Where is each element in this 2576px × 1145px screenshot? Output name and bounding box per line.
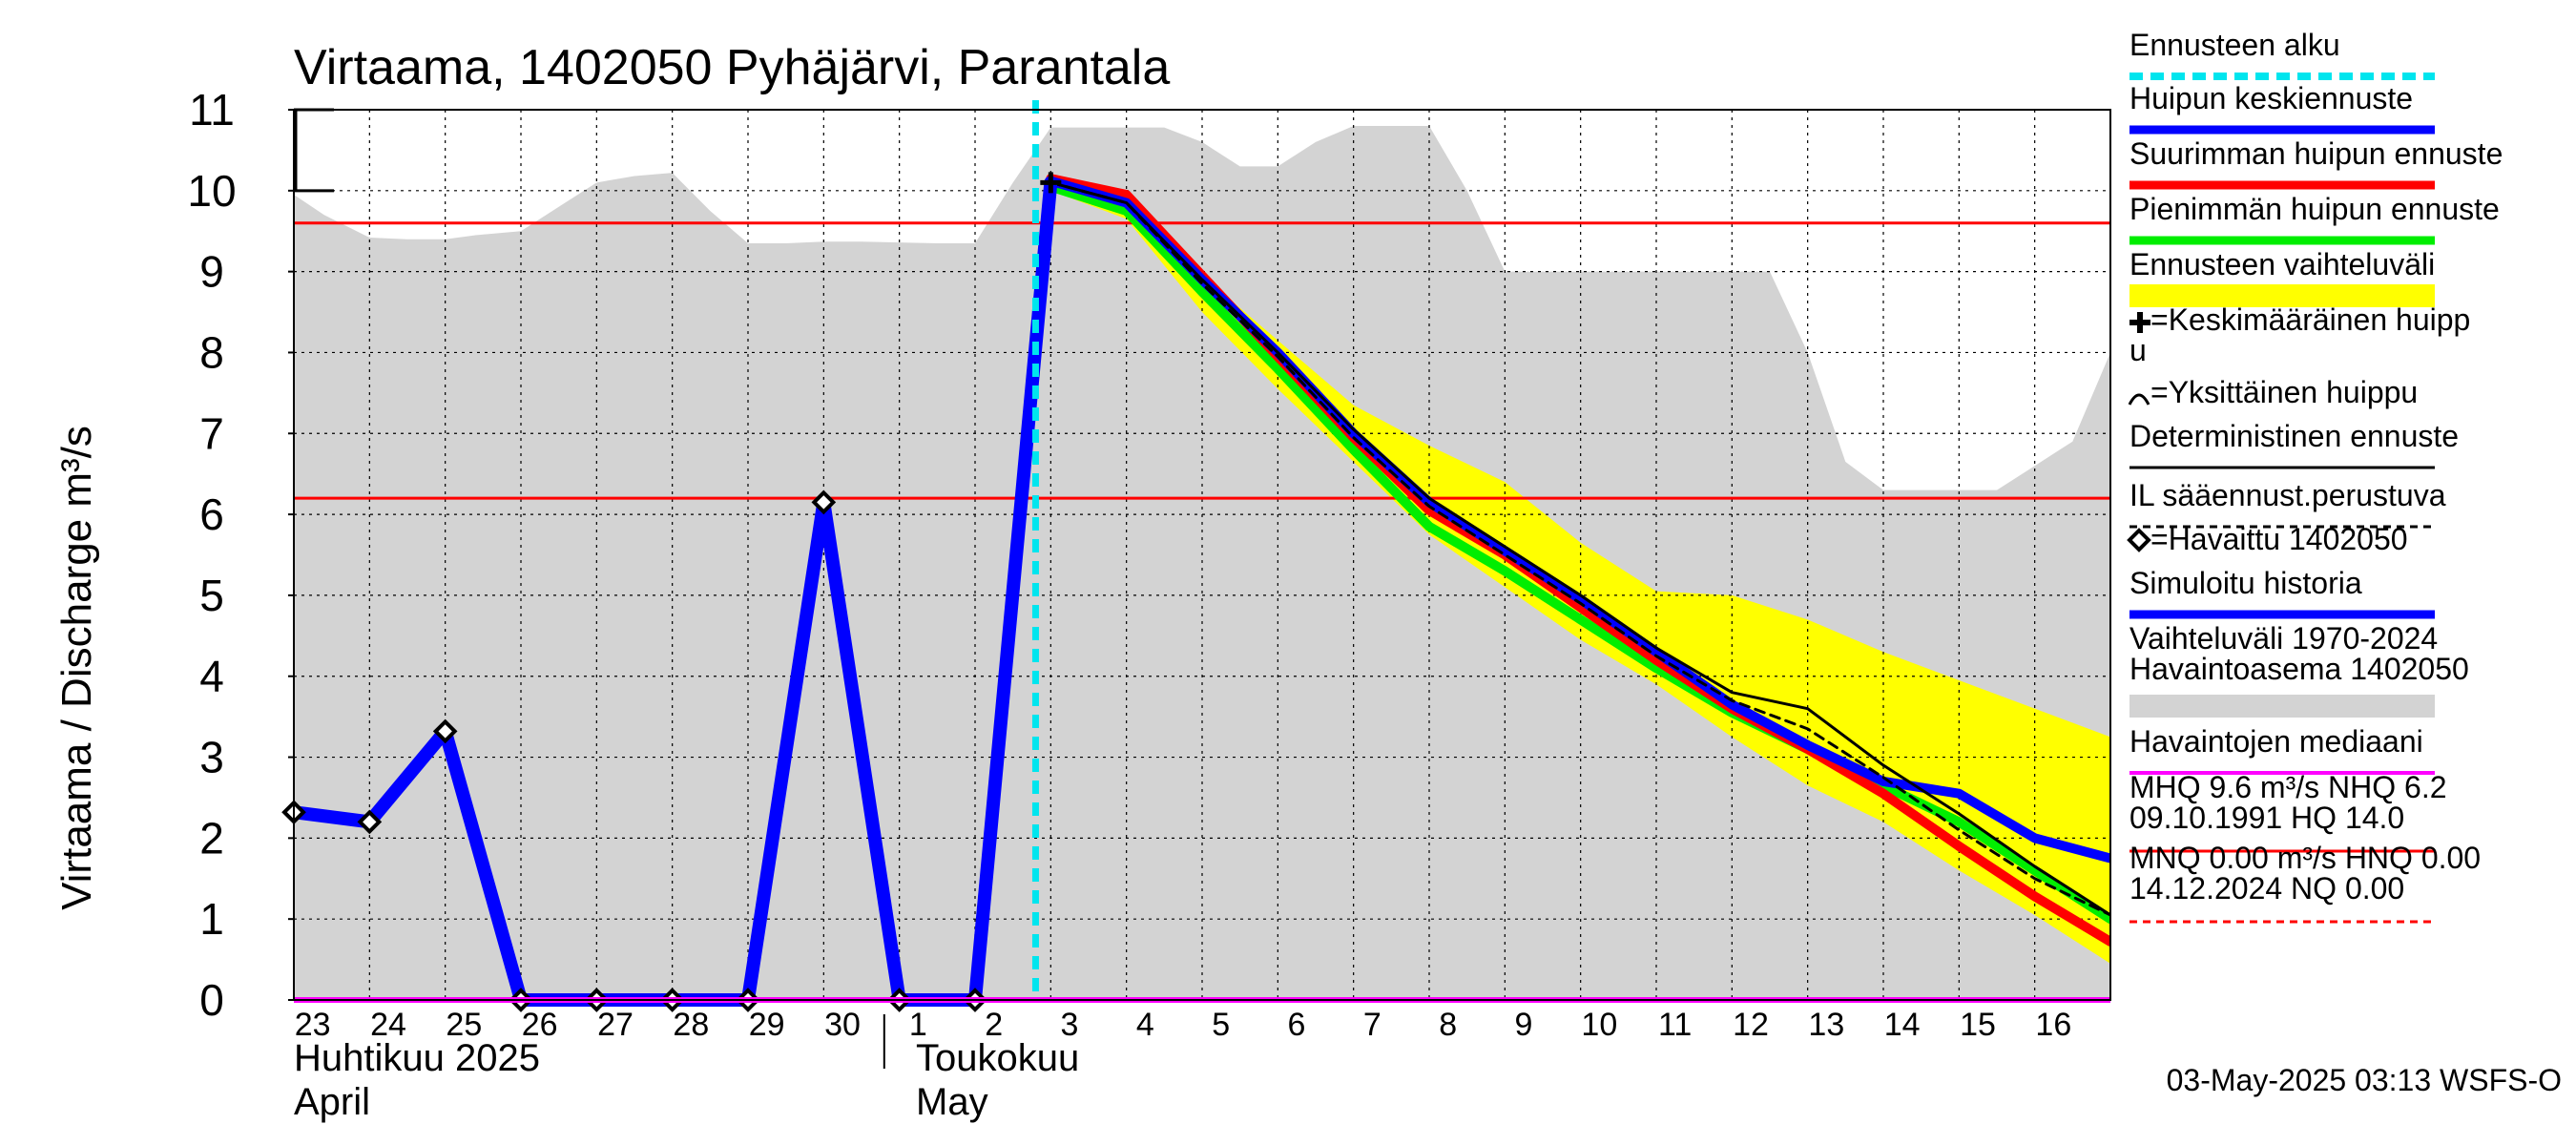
series-line: [1049, 180, 2110, 917]
month-label: Huhtikuu 2025: [294, 1037, 540, 1079]
legend-label: Pienimmän huipun ennuste: [2129, 192, 2500, 226]
legend-item: Ennusteen alku: [2129, 28, 2435, 80]
legend-symbol: [2129, 312, 2150, 333]
legend-item: Ennusteen vaihteluväli: [2129, 247, 2435, 307]
legend-item: =Havaittu 1402050: [2127, 522, 2408, 556]
range-bracket: [294, 108, 334, 193]
legend-label: Ennusteen alku: [2129, 28, 2340, 62]
y-tick-label: 0: [199, 975, 224, 1025]
legend-item: =Yksittäinen huippu: [2128, 375, 2418, 409]
legend-item: IL sääennust.perustuva: [2129, 478, 2446, 529]
series-line: [1046, 181, 2110, 925]
x-tick-label: 26: [522, 1007, 558, 1043]
legend-item: Suurimman huipun ennuste: [2129, 136, 2503, 190]
x-tick-label: 6: [1288, 1007, 1306, 1043]
footer-timestamp: 03-May-2025 03:13 WSFS-O: [2167, 1063, 2562, 1097]
legend-item: Huipun keskiennuste: [2129, 81, 2435, 135]
legend-label: =Yksittäinen huippu: [2150, 375, 2418, 409]
observed-point: [357, 809, 383, 835]
x-tick-label: 24: [370, 1007, 406, 1043]
x-tick-label: 25: [446, 1007, 482, 1043]
x-tick-label: 28: [673, 1007, 709, 1043]
legend: Ennusteen alku Huipun keskiennuste Suurimm…: [2127, 28, 2503, 924]
x-tick-label: 8: [1439, 1007, 1457, 1043]
legend-symbol: [2129, 695, 2435, 718]
x-tick-label: 4: [1136, 1007, 1154, 1043]
legend-label: Havaintojen mediaani: [2129, 724, 2423, 759]
observed-point: [432, 718, 458, 744]
x-tick-label: 7: [1363, 1007, 1381, 1043]
x-tick-label: 30: [824, 1007, 861, 1043]
y-tick-label: 2: [199, 813, 224, 863]
legend-label-2: Havaintoasema 1402050: [2129, 652, 2469, 686]
peak-marker: [1040, 172, 1062, 194]
series-line: [1049, 180, 2110, 917]
x-tick-label: 9: [1515, 1007, 1533, 1043]
legend-item: =Keskimääräinen huippu: [2129, 302, 2470, 367]
x-tick-label: 14: [1884, 1007, 1921, 1043]
y-tick-label: 3: [199, 733, 224, 782]
y-tick-label: 6: [199, 489, 224, 539]
legend-label: Huipun keskiennuste: [2129, 81, 2413, 115]
x-tick-label: 15: [1960, 1007, 1996, 1043]
x-tick-label: 5: [1212, 1007, 1230, 1043]
legend-item: Pienimmän huipun ennuste: [2129, 192, 2500, 245]
x-tick-label: 16: [2035, 1007, 2071, 1043]
legend-label: IL sääennust.perustuva: [2129, 478, 2446, 512]
legend-label: =Havaittu 1402050: [2150, 522, 2408, 556]
legend-symbol: [2129, 284, 2435, 307]
legend-item: MHQ 9.6 m³/s NHQ 6.209.10.1991 HQ 14.0: [2129, 770, 2447, 853]
x-tick-label: 10: [1581, 1007, 1617, 1043]
y-tick-label: 5: [199, 571, 224, 620]
x-tick-label: 11: [1658, 1007, 1692, 1043]
legend-item: Deterministinen ennuste: [2129, 419, 2459, 469]
legend-label: Suurimman huipun ennuste: [2129, 136, 2503, 171]
legend-symbol: [2128, 393, 2150, 406]
y-tick-label: 11: [189, 85, 235, 135]
x-tick-label: 27: [597, 1007, 634, 1043]
y-tick-label: 9: [199, 247, 224, 297]
legend-label: Ennusteen vaihteluväli: [2129, 247, 2435, 281]
y-tick-label: 1: [199, 894, 224, 944]
chart-title: Virtaama, 1402050 Pyhäjärvi, Parantala: [294, 40, 1170, 95]
y-tick-label: 4: [199, 652, 224, 701]
legend-label: =Keskimääräinen huipp: [2150, 302, 2470, 337]
y-axis-label: Virtaama / Discharge m³/s: [53, 426, 100, 910]
legend-label: MHQ 9.6 m³/s NHQ 6.2: [2129, 770, 2447, 804]
y-tick-label: 8: [199, 327, 224, 377]
chart-title-text: Virtaama, 1402050 Pyhäjärvi, Parantala: [294, 40, 1170, 95]
legend-label-2: 09.10.1991 HQ 14.0: [2129, 801, 2404, 835]
legend-label: Vaihteluväli 1970-2024: [2129, 621, 2438, 656]
legend-symbol: [2127, 528, 2151, 552]
legend-label: MNQ 0.00 m³/s HNQ 0.00: [2129, 841, 2481, 875]
x-tick-label: 29: [749, 1007, 785, 1043]
legend-label-2: 14.12.2024 NQ 0.00: [2129, 871, 2404, 906]
x-tick-label: 1: [909, 1007, 927, 1043]
legend-label: Simuloitu historia: [2129, 566, 2362, 600]
y-tick-label: 7: [199, 408, 224, 458]
x-tick-label: 2: [985, 1007, 1003, 1043]
legend-item: Simuloitu historia: [2129, 566, 2435, 619]
month-label-en: April: [294, 1081, 370, 1123]
x-tick-label: 3: [1061, 1007, 1079, 1043]
y-tick-label: 10: [187, 166, 236, 216]
x-tick-label: 12: [1733, 1007, 1769, 1043]
plot-frame: [293, 109, 2111, 1001]
legend-item: Havaintojen mediaani: [2129, 724, 2435, 775]
month-label: Toukokuu: [916, 1037, 1079, 1079]
plot-area: [281, 100, 2111, 1012]
legend-item: Vaihteluväli 1970-2024 Havaintoasema 140…: [2129, 621, 2469, 718]
month-label-en: May: [916, 1081, 988, 1123]
x-tick-label: 23: [295, 1007, 331, 1043]
legend-label-2: u: [2129, 333, 2147, 367]
x-tick-label: 13: [1808, 1007, 1844, 1043]
legend-label: Deterministinen ennuste: [2129, 419, 2459, 453]
observed-point: [811, 489, 837, 515]
